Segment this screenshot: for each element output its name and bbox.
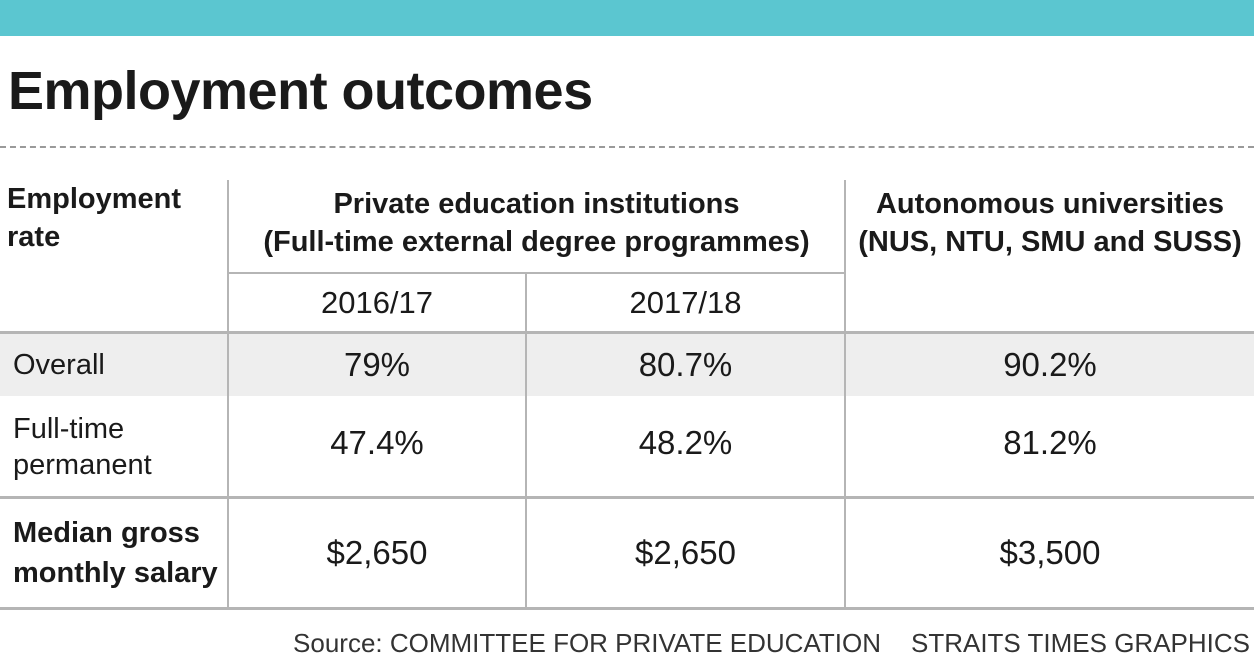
salary-top-rule: [0, 496, 1254, 499]
column-divider-1: [227, 180, 229, 610]
row-label-median-salary: Median gross monthly salary: [13, 517, 218, 589]
header-bottom-rule: [0, 331, 1254, 334]
page-title: Employment outcomes: [8, 61, 593, 121]
row-label-full-time-permanent: Full-time permanent: [13, 413, 152, 481]
cell-salary-2017-18: $2,650: [635, 534, 736, 571]
header-employment-rate: Employment rate: [7, 183, 182, 253]
cell-full-time-autonomous: 81.2%: [1003, 424, 1097, 461]
cell-overall-2017-18: 80.7%: [638, 346, 733, 383]
header-private-institutions: Private education institutions (Full-tim…: [263, 188, 810, 258]
column-divider-2: [525, 274, 527, 610]
title-divider: [0, 146, 1254, 148]
header-year-2017-18: 2017/18: [629, 284, 742, 320]
header-subrule: [228, 272, 845, 274]
graphics-credit: STRAITS TIMES GRAPHICS: [910, 628, 1250, 658]
cell-overall-autonomous: 90.2%: [1003, 346, 1097, 383]
cell-full-time-2016-17: 47.4%: [330, 424, 424, 461]
shaded-row-band: [0, 334, 1254, 396]
row-label-overall: Overall: [13, 349, 105, 381]
source-footer: Source: COMMITTEE FOR PRIVATE EDUCATION S…: [293, 628, 1250, 659]
cell-overall-2016-17: 79%: [343, 346, 411, 383]
header-year-2016-17: 2016/17: [320, 284, 434, 320]
cell-full-time-2017-18: 48.2%: [638, 424, 733, 461]
header-autonomous-universities: Autonomous universities (NUS, NTU, SMU a…: [858, 188, 1242, 258]
top-accent-bar: [0, 0, 1254, 36]
cell-salary-2016-17: $2,650: [326, 534, 428, 571]
source-credit: Source: COMMITTEE FOR PRIVATE EDUCATION: [293, 628, 881, 658]
table-bottom-rule: [0, 607, 1254, 610]
cell-salary-autonomous: $3,500: [999, 534, 1101, 571]
column-divider-3: [844, 180, 846, 610]
